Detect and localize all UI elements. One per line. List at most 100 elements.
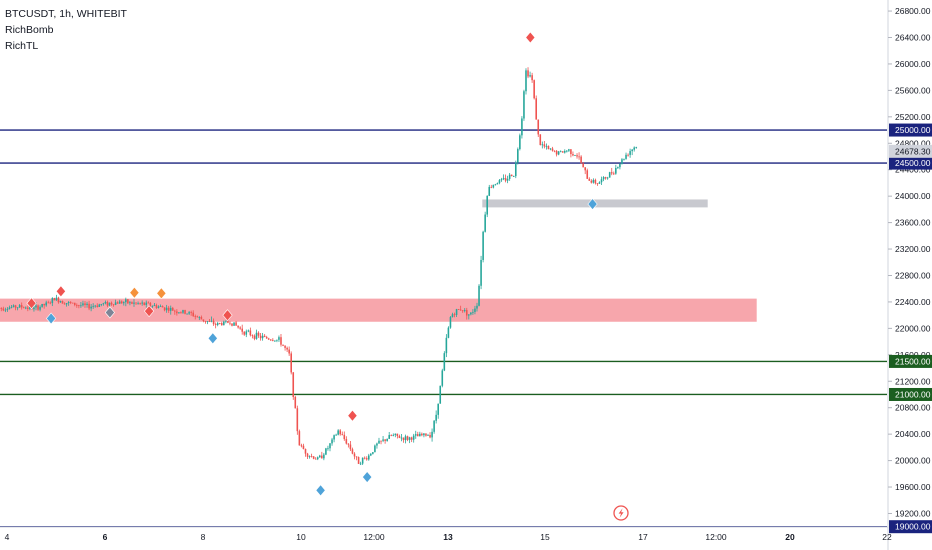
time-label-1: 6 bbox=[103, 532, 108, 542]
candle-body-233 bbox=[472, 311, 474, 313]
candle-body-301 bbox=[610, 172, 613, 174]
price-tick-label-7: 24400.00 bbox=[895, 165, 931, 175]
candle-body-132 bbox=[265, 336, 268, 339]
level-price-tag-2-text: 21500.00 bbox=[895, 356, 931, 366]
candle-body-287 bbox=[582, 163, 584, 168]
price-tick-label-3: 26000.00 bbox=[895, 59, 931, 69]
candle-body-190 bbox=[384, 439, 386, 441]
candle-body-83 bbox=[165, 307, 168, 311]
candle-body-291 bbox=[590, 180, 593, 183]
signal-diamond-9 bbox=[315, 484, 326, 497]
candle-body-71 bbox=[141, 302, 143, 304]
candle-body-148 bbox=[298, 431, 301, 446]
price-tick-label-9: 23600.00 bbox=[895, 218, 931, 228]
candle-body-23 bbox=[43, 303, 45, 306]
candle-body-187 bbox=[378, 440, 380, 444]
candle-body-21 bbox=[39, 306, 41, 310]
candle-body-8 bbox=[12, 305, 15, 307]
candle-body-254 bbox=[514, 162, 517, 177]
level-price-tag-0-text: 25000.00 bbox=[895, 125, 931, 135]
candle-body-257 bbox=[521, 118, 523, 136]
candle-body-191 bbox=[386, 438, 388, 441]
candle-body-310 bbox=[629, 151, 631, 155]
price-tick-label-18: 20000.00 bbox=[895, 456, 931, 466]
indicator-richbomb[interactable]: RichBomb bbox=[5, 24, 54, 36]
candle-body-184 bbox=[372, 452, 374, 454]
signal-diamond-0 bbox=[26, 297, 37, 310]
signal-diamond-12 bbox=[525, 31, 536, 44]
level-price-tag-4-bg bbox=[889, 520, 932, 534]
candle-body-101 bbox=[202, 319, 205, 321]
candle-body-253 bbox=[512, 176, 515, 177]
candle-body-195 bbox=[394, 433, 397, 435]
candle-body-176 bbox=[355, 456, 358, 458]
candle-body-120 bbox=[241, 328, 243, 332]
price-tick-label-14: 21600.00 bbox=[895, 350, 931, 360]
time-label-2: 8 bbox=[201, 532, 206, 542]
candle-body-113 bbox=[227, 320, 229, 323]
candle-body-124 bbox=[249, 330, 252, 336]
candle-body-164 bbox=[331, 439, 333, 444]
candle-body-232 bbox=[470, 312, 472, 315]
candle-body-206 bbox=[416, 434, 419, 437]
candle-body-180 bbox=[363, 457, 366, 459]
candle-body-271 bbox=[549, 148, 552, 150]
candle-body-175 bbox=[353, 453, 356, 457]
candle-body-141 bbox=[284, 345, 286, 348]
signal-diamond-5 bbox=[144, 305, 155, 318]
price-tick-label-13: 22000.00 bbox=[895, 323, 931, 333]
candle-body-114 bbox=[229, 322, 231, 324]
candle-body-199 bbox=[402, 437, 405, 441]
candle-body-201 bbox=[406, 436, 409, 440]
candle-body-172 bbox=[347, 443, 350, 445]
candle-body-52 bbox=[102, 303, 105, 305]
candle-body-228 bbox=[461, 310, 464, 312]
candle-body-5 bbox=[6, 309, 9, 310]
candle-body-240 bbox=[486, 195, 488, 215]
time-axis[interactable]: 4 6 8 10 12:00 13 15 17 12:00 20 22 bbox=[0, 526, 892, 542]
candle-body-264 bbox=[535, 98, 537, 120]
candle-body-37 bbox=[71, 302, 74, 304]
candle-body-238 bbox=[482, 231, 484, 260]
candle-body-59 bbox=[116, 302, 119, 304]
candle-body-217 bbox=[439, 385, 442, 404]
candle-body-143 bbox=[288, 349, 290, 354]
candle-body-109 bbox=[218, 323, 221, 324]
candle-body-244 bbox=[494, 184, 497, 186]
candle-body-128 bbox=[257, 332, 260, 336]
candle-body-307 bbox=[623, 158, 625, 160]
candle-body-202 bbox=[408, 437, 411, 440]
candle-body-7 bbox=[10, 306, 13, 308]
candle-body-44 bbox=[86, 303, 88, 305]
candle-body-38 bbox=[73, 302, 76, 305]
level-price-tag-0-bg bbox=[889, 123, 932, 137]
candle-body-20 bbox=[37, 305, 39, 310]
candle-body-117 bbox=[235, 322, 237, 326]
candle-body-18 bbox=[33, 307, 35, 310]
candle-body-47 bbox=[92, 305, 94, 307]
candle-body-173 bbox=[349, 444, 352, 450]
candle-body-212 bbox=[429, 435, 431, 438]
level-price-tag-3-text: 21000.00 bbox=[895, 389, 931, 399]
candle-body-242 bbox=[490, 186, 493, 188]
candle-body-144 bbox=[290, 353, 292, 373]
candle-body-241 bbox=[488, 186, 491, 196]
candle-body-306 bbox=[621, 159, 623, 164]
candle-body-276 bbox=[559, 151, 562, 153]
symbol-title[interactable]: BTCUSDT, 1h, WHITEBIT bbox=[5, 8, 127, 20]
candle-body-93 bbox=[186, 313, 188, 315]
candle-body-266 bbox=[539, 134, 542, 145]
candle-body-136 bbox=[274, 340, 276, 342]
candle-body-12 bbox=[20, 305, 23, 308]
candle-body-235 bbox=[476, 305, 478, 309]
time-label-4: 12:00 bbox=[363, 532, 385, 542]
candle-body-159 bbox=[321, 455, 323, 459]
candle-body-4 bbox=[4, 309, 7, 311]
lightning-bolt-icon[interactable] bbox=[613, 505, 629, 521]
candle-body-174 bbox=[351, 449, 354, 454]
candle-body-179 bbox=[361, 457, 364, 464]
price-axis[interactable]: 27200.0026800.0026400.0026000.0025600.00… bbox=[887, 0, 932, 550]
candle-body-249 bbox=[504, 178, 507, 181]
indicator-richtl[interactable]: RichTL bbox=[5, 40, 39, 52]
